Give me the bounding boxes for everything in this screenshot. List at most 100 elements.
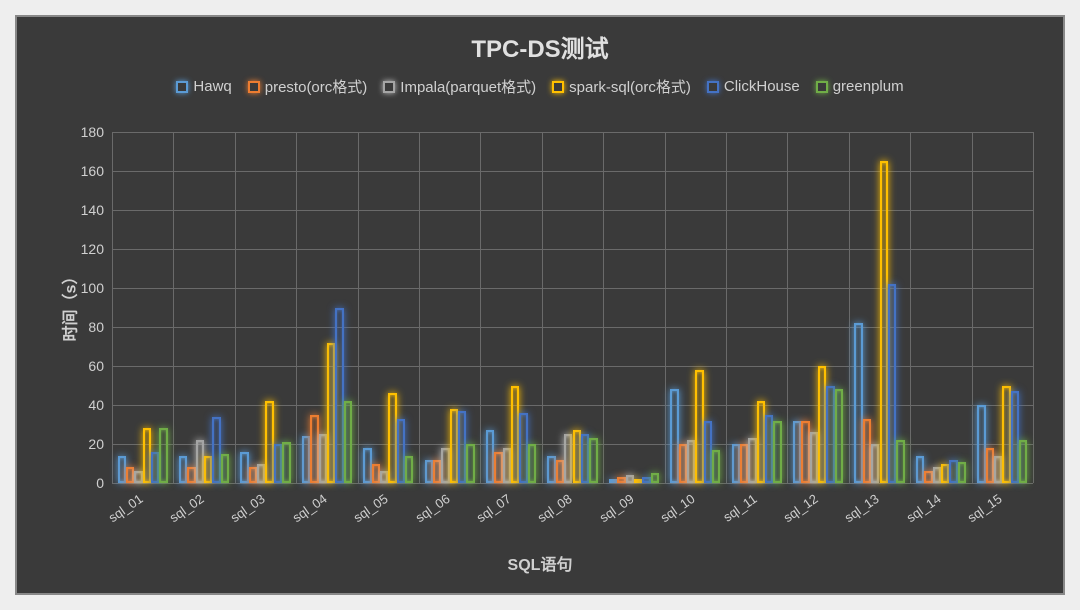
bar <box>871 444 879 483</box>
bar <box>380 471 388 483</box>
x-tick-label: sql_03 <box>228 491 268 525</box>
y-tick-label: 120 <box>81 241 112 257</box>
bar <box>196 440 204 483</box>
gridline <box>112 249 1033 250</box>
bar <box>441 448 449 483</box>
bar <box>425 460 433 483</box>
x-tick-label: sql_13 <box>842 491 882 525</box>
legend-item: spark-sql(orc格式) <box>552 76 691 97</box>
bar <box>249 467 257 483</box>
vgridline <box>1033 132 1034 483</box>
legend-swatch <box>248 81 260 93</box>
bar <box>732 444 740 483</box>
bar <box>835 389 843 483</box>
bar <box>397 419 405 483</box>
bar <box>916 456 924 483</box>
vgridline <box>849 132 850 483</box>
legend-label: greenplum <box>833 78 904 95</box>
y-tick-label: 180 <box>81 124 112 140</box>
legend-swatch <box>176 81 188 93</box>
bar <box>274 444 282 483</box>
bar <box>134 471 142 483</box>
bar <box>118 456 126 483</box>
legend-label: ClickHouse <box>724 78 800 95</box>
bar <box>159 428 167 483</box>
bar <box>924 471 932 483</box>
bar <box>335 308 343 484</box>
bar <box>773 421 781 483</box>
bar <box>958 462 966 483</box>
chart-title: TPC-DS测试 <box>17 17 1063 70</box>
bar <box>994 456 1002 483</box>
bar <box>573 430 581 483</box>
x-tick-label: sql_09 <box>596 491 636 525</box>
bar <box>651 473 659 483</box>
bar <box>547 456 555 483</box>
bar <box>494 452 502 483</box>
legend-label: Hawq <box>193 78 231 95</box>
bar <box>327 343 335 483</box>
y-tick-label: 80 <box>88 319 112 335</box>
bar <box>1011 391 1019 483</box>
x-tick-label: sql_07 <box>474 491 514 525</box>
x-tick-label: sql_14 <box>903 491 943 525</box>
bar <box>617 477 625 483</box>
bar <box>818 366 826 483</box>
bar <box>933 467 941 483</box>
bar <box>433 460 441 483</box>
legend-swatch <box>383 81 395 93</box>
bar <box>126 467 134 483</box>
bar <box>679 444 687 483</box>
vgridline <box>542 132 543 483</box>
bar <box>589 438 597 483</box>
y-tick-label: 20 <box>88 436 112 452</box>
y-tick-label: 0 <box>96 475 112 491</box>
bar <box>712 450 720 483</box>
gridline <box>112 132 1033 133</box>
bar <box>466 444 474 483</box>
x-tick-label: sql_08 <box>535 491 575 525</box>
vgridline <box>112 132 113 483</box>
bar <box>302 436 310 483</box>
legend-item: Hawq <box>176 76 231 97</box>
bar <box>405 456 413 483</box>
bar <box>810 432 818 483</box>
x-tick-label: sql_05 <box>351 491 391 525</box>
bar <box>740 444 748 483</box>
vgridline <box>603 132 604 483</box>
bar <box>257 464 265 483</box>
bar <box>695 370 703 483</box>
vgridline <box>726 132 727 483</box>
bar <box>363 448 371 483</box>
bar <box>986 448 994 483</box>
bar <box>826 386 834 484</box>
bar <box>528 444 536 483</box>
vgridline <box>235 132 236 483</box>
bar <box>212 417 220 483</box>
x-tick-label: sql_11 <box>720 491 759 525</box>
bar <box>179 456 187 483</box>
bar <box>609 479 617 483</box>
bar <box>265 401 273 483</box>
bar <box>941 464 949 483</box>
bar <box>282 442 290 483</box>
legend-swatch <box>552 81 564 93</box>
gridline <box>112 483 1033 484</box>
x-tick-label: sql_15 <box>965 491 1005 525</box>
bar <box>670 389 678 483</box>
bar <box>319 434 327 483</box>
vgridline <box>296 132 297 483</box>
vgridline <box>358 132 359 483</box>
bar <box>372 464 380 483</box>
x-tick-label: sql_06 <box>412 491 452 525</box>
legend-label: Impala(parquet格式) <box>400 76 536 97</box>
bar <box>949 460 957 483</box>
legend-swatch <box>816 81 828 93</box>
gridline <box>112 171 1033 172</box>
bar <box>344 401 352 483</box>
y-axis-label: 时间（s） <box>56 269 80 342</box>
bar <box>187 467 195 483</box>
bar <box>310 415 318 483</box>
bar <box>854 323 862 483</box>
legend-label: spark-sql(orc格式) <box>569 76 691 97</box>
